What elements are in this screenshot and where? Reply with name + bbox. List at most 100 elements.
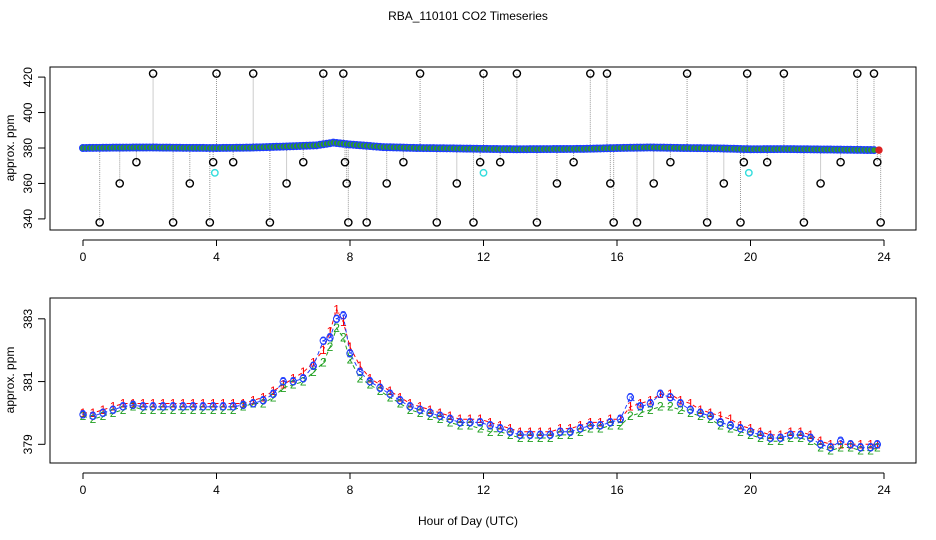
marker-3: 3 bbox=[340, 309, 347, 323]
marker-3: 3 bbox=[310, 359, 317, 373]
series-point bbox=[836, 437, 845, 445]
outlier-point bbox=[168, 218, 178, 227]
x-tick-label: 0 bbox=[80, 250, 87, 264]
marker-3: 3 bbox=[290, 375, 297, 389]
outlier-point bbox=[362, 218, 371, 227]
series-point bbox=[576, 424, 584, 433]
series-point bbox=[376, 384, 384, 392]
outlier-point bbox=[339, 69, 348, 78]
series-point bbox=[346, 349, 354, 358]
outlier-point bbox=[606, 179, 615, 188]
outlier-point bbox=[816, 179, 825, 188]
series-point bbox=[476, 418, 484, 427]
series-point bbox=[826, 443, 835, 452]
outlier-point bbox=[452, 179, 462, 188]
series-point bbox=[109, 406, 117, 414]
series-point bbox=[726, 421, 735, 430]
series-point bbox=[416, 406, 424, 414]
series-point bbox=[586, 421, 594, 430]
x-tick-label: 4 bbox=[213, 250, 220, 264]
outlier-point bbox=[609, 218, 618, 227]
outlier-point bbox=[318, 69, 328, 78]
series-point bbox=[209, 402, 217, 411]
x-tick-label: 16 bbox=[610, 250, 624, 264]
marker-2: 2 bbox=[280, 381, 287, 395]
marker-3: 3 bbox=[567, 425, 574, 439]
marker-3: 3 bbox=[527, 428, 534, 442]
bottom-y-axis: 379 381 383 bbox=[21, 308, 46, 454]
outlier-point bbox=[586, 69, 595, 78]
marker-2: 2 bbox=[667, 400, 674, 414]
series-line-1 bbox=[83, 308, 878, 445]
series-point bbox=[139, 402, 147, 411]
marker-2: 2 bbox=[347, 353, 354, 367]
marker-2: 2 bbox=[327, 340, 334, 354]
marker-3: 3 bbox=[617, 412, 624, 426]
series-point bbox=[656, 390, 665, 398]
marker-3: 3 bbox=[557, 425, 564, 439]
outlier-point bbox=[185, 179, 195, 188]
outlier-point bbox=[382, 179, 392, 188]
series-point bbox=[436, 412, 444, 420]
series-point bbox=[546, 431, 554, 439]
top-x-axis: 0 4 8 12 16 20 24 bbox=[80, 239, 891, 264]
x-tick-label: 8 bbox=[347, 483, 354, 497]
marker-3: 3 bbox=[757, 428, 764, 442]
series-point bbox=[169, 402, 177, 411]
marker-3: 3 bbox=[357, 365, 364, 379]
marker-3: 3 bbox=[367, 375, 374, 389]
chart-title: RBA_110101 CO2 Timeseries bbox=[388, 9, 548, 23]
series-point bbox=[159, 402, 167, 411]
x-tick-label: 24 bbox=[877, 250, 891, 264]
outlier-point bbox=[702, 218, 712, 227]
series-point bbox=[496, 424, 504, 433]
marker-2: 2 bbox=[357, 371, 364, 385]
outlier-point bbox=[208, 157, 218, 167]
outlier-point bbox=[432, 218, 442, 227]
series-point bbox=[466, 418, 474, 427]
outlier-point bbox=[719, 179, 729, 188]
series-point bbox=[446, 415, 454, 423]
series-point bbox=[99, 409, 107, 417]
outlier-point bbox=[205, 218, 215, 227]
marker-3: 3 bbox=[180, 400, 187, 414]
outlier-point bbox=[265, 218, 275, 227]
x-tick-label: 8 bbox=[347, 250, 354, 264]
marker-2: 2 bbox=[837, 440, 844, 454]
series-line-3 bbox=[82, 314, 878, 449]
marker-3: 3 bbox=[547, 428, 554, 442]
cyan-point bbox=[479, 168, 488, 177]
marker-3: 3 bbox=[747, 425, 754, 439]
y-tick-label: 360 bbox=[21, 173, 35, 193]
marker-3: 3 bbox=[807, 431, 814, 445]
x-tick-label: 16 bbox=[610, 483, 624, 497]
series-point bbox=[746, 428, 755, 436]
marker-2: 2 bbox=[130, 400, 137, 414]
marker-2: 2 bbox=[310, 365, 317, 379]
series-point bbox=[686, 406, 695, 414]
outlier-point bbox=[836, 157, 845, 167]
series-point bbox=[696, 409, 705, 417]
series-point bbox=[766, 434, 775, 442]
series-point bbox=[666, 393, 675, 401]
series-point bbox=[786, 431, 795, 439]
cyan-point bbox=[744, 168, 753, 177]
marker-3: 3 bbox=[777, 431, 784, 445]
marker-3: 3 bbox=[160, 400, 167, 414]
outlier-point bbox=[532, 218, 542, 227]
marker-1: 1 bbox=[80, 406, 87, 420]
outlier-point bbox=[282, 179, 291, 188]
marker-1: 1 bbox=[727, 412, 734, 426]
marker-3: 3 bbox=[120, 400, 127, 414]
series-point bbox=[309, 362, 317, 370]
marker-2: 2 bbox=[477, 422, 484, 436]
marker-3: 3 bbox=[587, 418, 594, 432]
marker-3: 3 bbox=[737, 422, 744, 436]
marker-3: 3 bbox=[517, 428, 524, 442]
x-tick-label: 4 bbox=[213, 483, 220, 497]
top-plot-frame bbox=[49, 66, 917, 231]
marker-1: 1 bbox=[617, 412, 624, 426]
bottom-x-axis: 0 4 8 12 16 20 24 bbox=[80, 472, 891, 497]
top-y-axis: 340 360 380 400 420 bbox=[21, 67, 46, 229]
